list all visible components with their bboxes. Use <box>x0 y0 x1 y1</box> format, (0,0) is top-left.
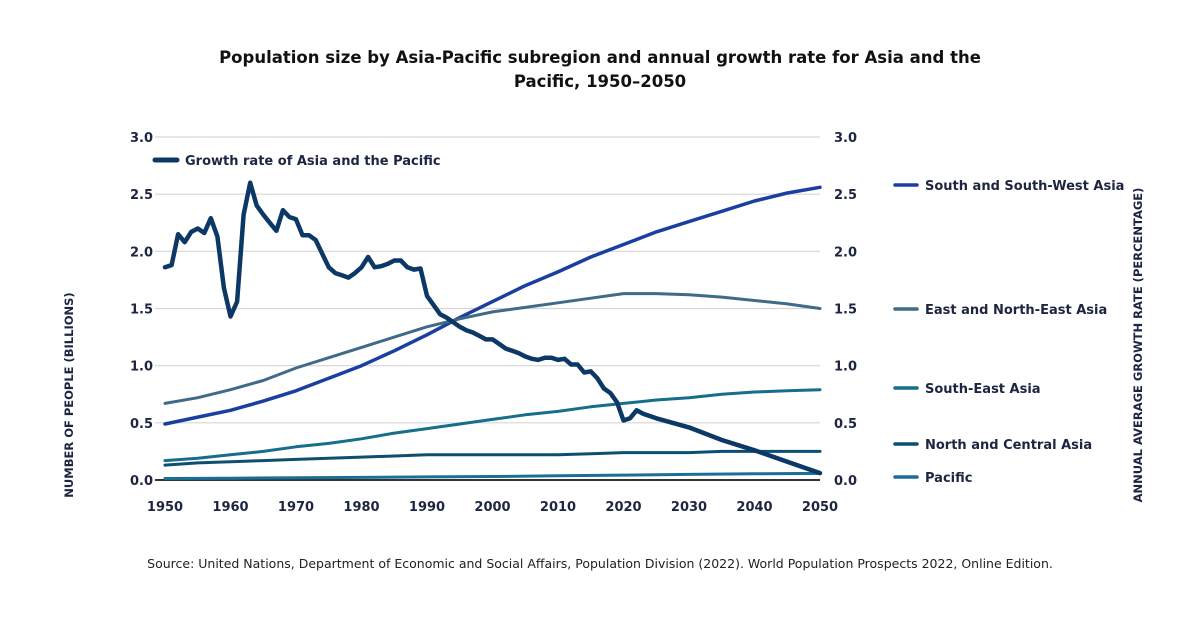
x-tick-label: 2040 <box>736 500 772 515</box>
legend-label-growth-rate-of-asia-and-the-pacific: Growth rate of Asia and the Pacific <box>185 154 441 169</box>
chart-title-line-1: Population size by Asia-Pacific subregio… <box>219 48 981 67</box>
series-line-south-and-south-west-asia <box>163 185 822 426</box>
y-tick-label-right: 2.0 <box>834 245 857 260</box>
x-tick-label: 2020 <box>605 500 641 515</box>
x-tick-label: 2010 <box>540 500 576 515</box>
x-tick-label: 2030 <box>671 500 707 515</box>
x-tick-label: 2050 <box>802 500 838 515</box>
x-tick-label: 2000 <box>474 500 510 515</box>
legend: South and South-West Asia East and North-… <box>152 154 1124 486</box>
x-tick-label: 1990 <box>409 500 445 515</box>
series-line-pacific <box>163 471 822 480</box>
y-tick-label-left: 1.5 <box>130 303 153 318</box>
y-tick-label-left: 3.0 <box>130 131 153 146</box>
y-axis-left-title: NUMBER OF PEOPLE (BILLIONS) <box>62 292 76 497</box>
y-tick-label-right: 1.5 <box>834 303 857 318</box>
y-tick-label-right: 1.0 <box>834 360 857 375</box>
y-axis-left-ticks: 0.0 0.5 1.0 1.5 2.0 2.5 3.0 <box>130 131 153 489</box>
y-tick-label-right: 0.5 <box>834 417 857 432</box>
source-note: Source: United Nations, Department of Ec… <box>147 556 1053 571</box>
x-tick-label: 1980 <box>343 500 379 515</box>
x-axis-ticks: 1950 1960 1970 1980 1990 2000 2010 2020 2030 2040… <box>147 500 838 515</box>
y-axis-right-title: ANNUAL AVERAGE GROWTH RATE (PERCENTAGE) <box>1131 188 1145 503</box>
gridlines <box>155 136 820 424</box>
y-tick-label-left: 2.5 <box>130 188 153 203</box>
series-line-east-and-north-east-asia <box>163 292 822 405</box>
legend-label-north-and-central-asia: North and Central Asia <box>925 438 1092 453</box>
y-tick-label-left: 2.0 <box>130 245 153 260</box>
y-tick-label-right: 0.0 <box>834 474 857 489</box>
x-tick-label: 1960 <box>212 500 248 515</box>
y-tick-label-left: 1.0 <box>130 360 153 375</box>
y-tick-label-right: 3.0 <box>834 131 857 146</box>
legend-label-pacific: Pacific <box>925 471 972 486</box>
series-line-south-east-asia <box>163 388 822 463</box>
legend-label-south-east-asia: South-East Asia <box>925 382 1041 397</box>
y-axis-right-ticks: 0.0 0.5 1.0 1.5 2.0 2.5 3.0 <box>834 131 857 489</box>
legend-label-south-and-south-west-asia: South and South-West Asia <box>925 179 1124 194</box>
legend-label-east-and-north-east-asia: East and North-East Asia <box>925 303 1107 318</box>
x-tick-label: 1950 <box>147 500 183 515</box>
y-tick-label-right: 2.5 <box>834 188 857 203</box>
y-tick-label-left: 0.5 <box>130 417 153 432</box>
chart-title: Population size by Asia-Pacific subregio… <box>200 46 1000 94</box>
x-tick-label: 1970 <box>278 500 314 515</box>
series-line-growth-rate-of-asia-and-the-pacific <box>162 180 823 476</box>
chart-title-line-2: Pacific, 1950–2050 <box>513 72 687 91</box>
series-lines <box>162 180 823 480</box>
series-line-north-and-central-asia <box>163 449 822 467</box>
y-tick-label-left: 0.0 <box>130 474 153 489</box>
